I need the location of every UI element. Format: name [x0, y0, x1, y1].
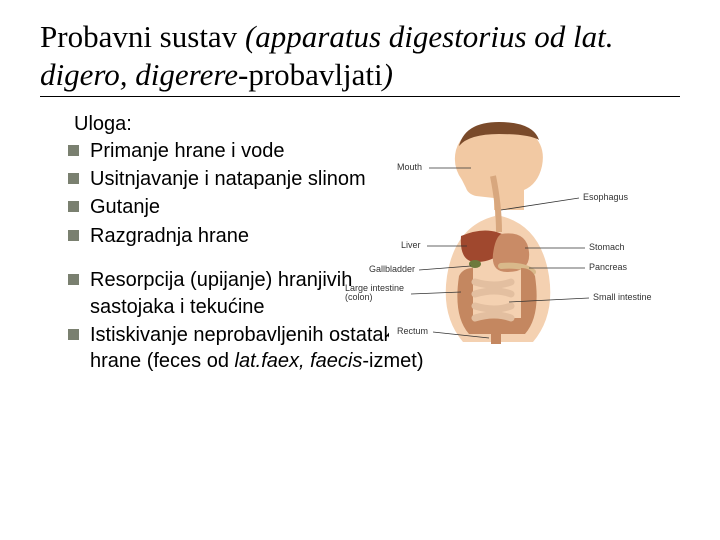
list-item: Razgradnja hrane — [68, 223, 378, 249]
bullet-text: Resorpcija (upijanje) hranjivih sastojak… — [90, 269, 352, 317]
digestive-diagram: Mouth Esophagus Liver Gallbladder Large … — [389, 118, 684, 348]
list-item: Usitnjavanje i natapanje slinom — [68, 166, 378, 192]
label-gallbladder: Gallbladder — [369, 264, 415, 274]
label-pancreas: Pancreas — [589, 262, 627, 272]
list-item: Istiskivanje neprobavljenih ostataka hra… — [68, 322, 428, 375]
label-esophagus: Esophagus — [583, 192, 628, 202]
rectum-shape — [491, 334, 501, 344]
label-small-intestine: Small intestine — [593, 292, 652, 302]
bullet-text: Razgradnja hrane — [90, 225, 249, 247]
bullet-text: Gutanje — [90, 196, 160, 218]
bullet-list-a: Primanje hrane i vode Usitnjavanje i nat… — [68, 138, 378, 250]
list-item: Primanje hrane i vode — [68, 138, 378, 164]
title-text-1: Probavni sustav — [40, 19, 245, 54]
diagram-svg — [389, 118, 684, 348]
bullet-tail: -izmet) — [362, 350, 423, 372]
slide-title: Probavni sustav (apparatus digestorius o… — [40, 18, 680, 97]
label-mouth: Mouth — [397, 162, 422, 172]
label-liver: Liver — [401, 240, 421, 250]
label-rectum: Rectum — [397, 326, 428, 336]
label-stomach: Stomach — [589, 242, 625, 252]
title-text-2: -probavljati — [238, 57, 383, 92]
label-large-intestine: Large intestine (colon) — [345, 284, 415, 303]
bullet-text: Usitnjavanje i natapanje slinom — [90, 168, 366, 190]
bullet-italic: lat.faex, faecis — [235, 350, 363, 372]
slide: Probavni sustav (apparatus digestorius o… — [0, 0, 720, 540]
gallbladder-shape — [469, 260, 481, 268]
list-item: Gutanje — [68, 194, 378, 220]
title-italic-2: ) — [383, 57, 393, 92]
bullet-text: Primanje hrane i vode — [90, 140, 285, 162]
